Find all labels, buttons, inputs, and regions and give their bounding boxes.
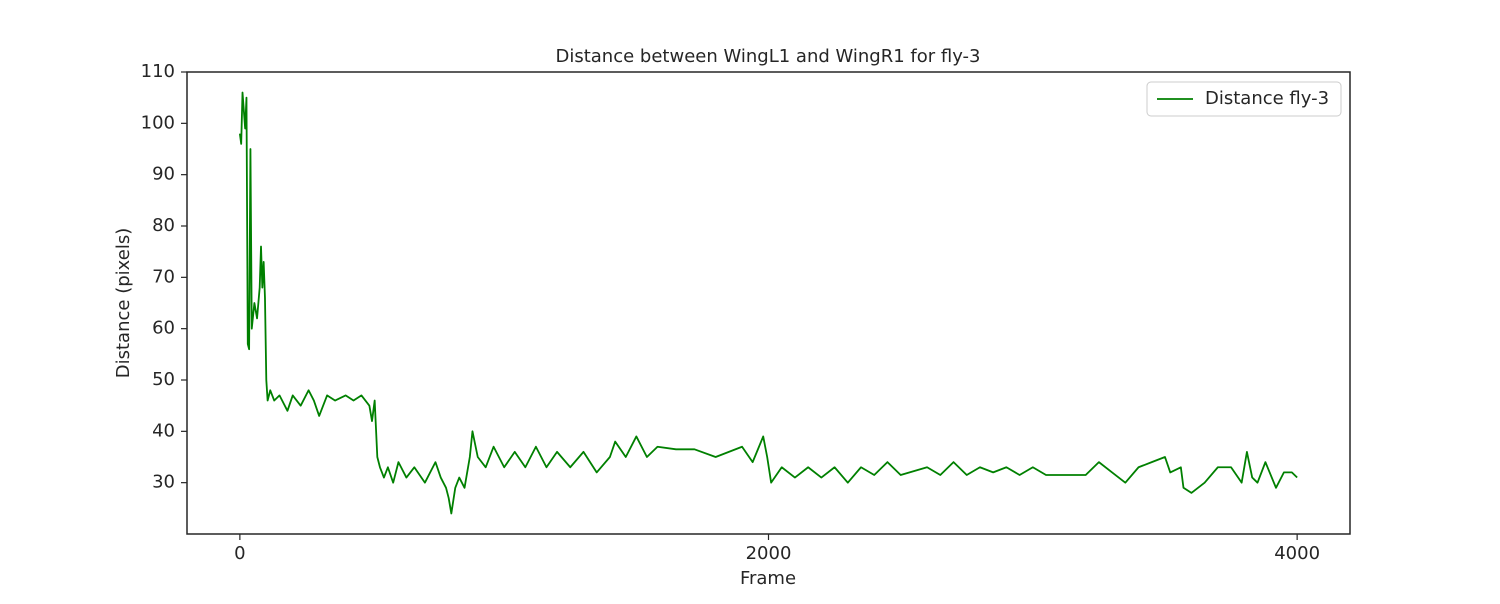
chart-title: Distance between WingL1 and WingR1 for f… (555, 46, 980, 67)
y-tick-label: 50 (152, 369, 175, 390)
x-tick-label: 4000 (1274, 543, 1320, 564)
x-axis-label: Frame (740, 568, 796, 589)
y-tick-label: 90 (152, 164, 175, 185)
y-tick-label: 30 (152, 472, 175, 493)
y-tick-label: 70 (152, 266, 175, 287)
y-tick-label: 40 (152, 420, 175, 441)
x-tick-label: 0 (234, 543, 245, 564)
y-tick-label: 110 (141, 61, 175, 82)
plot-frame (186, 71, 1351, 535)
y-tick-label: 60 (152, 318, 175, 339)
line (238, 91, 1298, 515)
y-axis-label: Distance (pixels) (113, 228, 134, 378)
y-tick-label: 80 (152, 215, 175, 236)
y-tick-label: 100 (141, 112, 175, 133)
legend-box (1146, 81, 1342, 117)
legend-label: Distance fly-3 (1205, 88, 1329, 109)
x-tick-label: 2000 (746, 543, 792, 564)
